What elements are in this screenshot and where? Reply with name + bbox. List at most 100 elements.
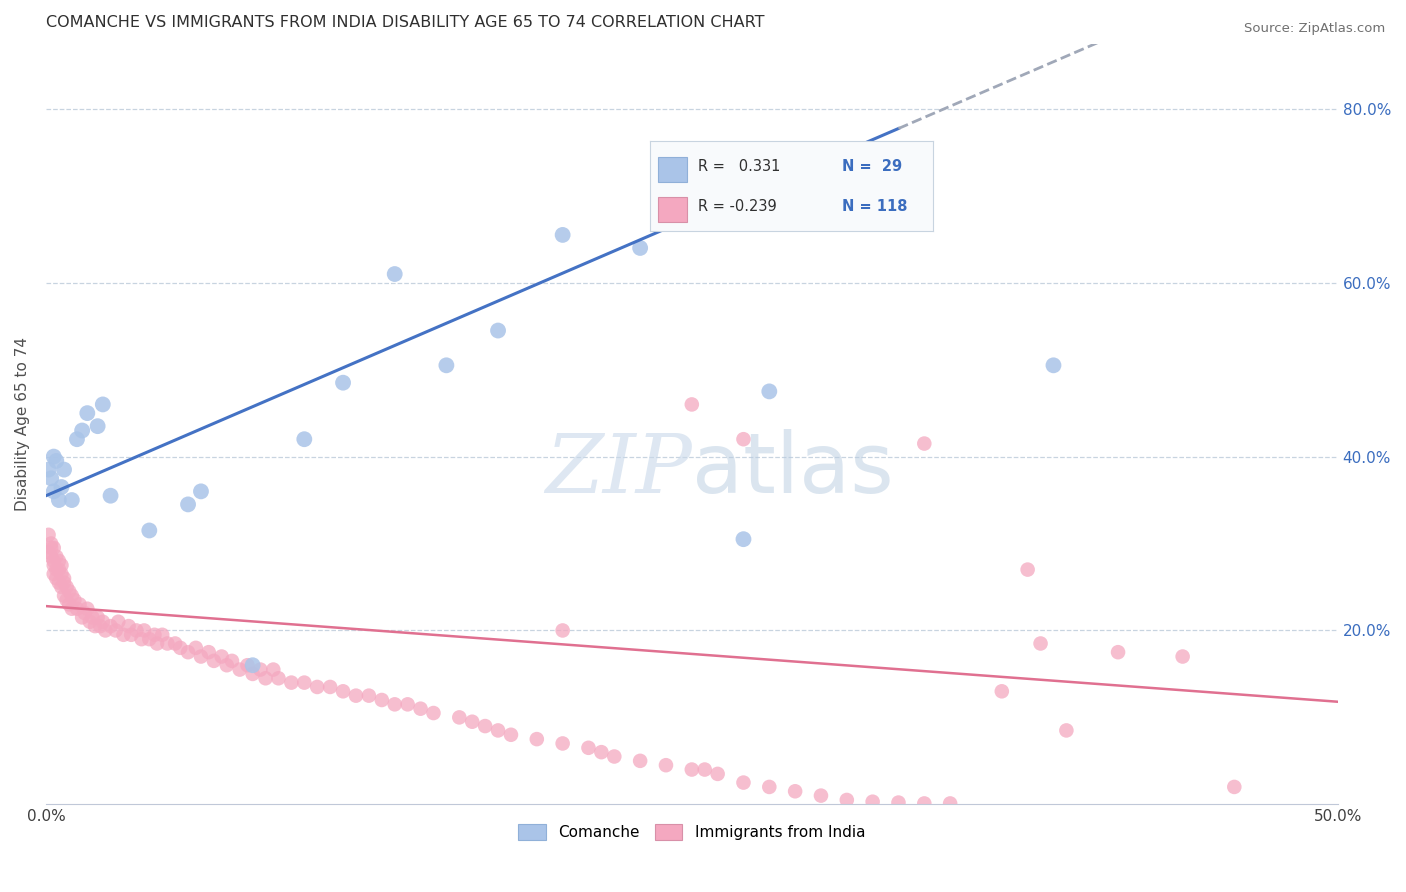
Point [228,663,250,677]
Point [58,584,80,599]
Point [120,628,142,642]
Point [202,654,225,668]
Point [1017,563,1039,577]
Point [150,628,173,642]
Point [143,628,166,642]
Point [332,684,354,698]
Point [89,619,111,633]
Point [526,732,548,747]
Point [733,432,755,446]
Point [94,624,117,638]
Point [292,675,315,690]
Point [146,636,169,650]
Point [693,763,716,777]
Point [63,593,86,607]
Point [733,775,755,789]
Point [42,566,65,581]
Point [156,636,179,650]
Point [55,593,77,607]
Point [53,575,76,590]
Point [396,698,419,712]
Point [177,645,200,659]
Point [55,580,77,594]
Point [267,671,290,685]
Point [177,497,200,511]
Point [733,532,755,546]
Point [344,689,367,703]
Point [1223,780,1246,794]
Point [449,710,471,724]
Point [125,624,148,638]
Point [371,693,394,707]
Point [60,601,83,615]
Point [53,462,76,476]
Bar [658,197,686,222]
Point [82,610,104,624]
Point [758,384,780,399]
Point [38,545,60,559]
Point [134,624,156,638]
Point [628,754,651,768]
Point [131,632,153,647]
Text: ZIP: ZIP [546,430,692,509]
Y-axis label: Disability Age 65 to 74: Disability Age 65 to 74 [15,337,30,511]
Point [69,598,91,612]
Point [51,558,73,573]
Point [184,640,207,655]
Point [117,619,139,633]
Point [51,566,73,581]
Point [706,767,728,781]
Point [1042,359,1064,373]
Point [60,493,83,508]
Point [107,615,129,629]
Point [236,658,259,673]
Point [384,698,406,712]
Point [100,489,122,503]
Point [53,571,76,585]
Point [242,667,264,681]
Text: atlas: atlas [692,429,894,510]
Point [51,480,73,494]
Point [1171,649,1194,664]
Point [58,598,80,612]
Point [409,701,432,715]
Point [280,675,302,690]
Text: R =   0.331: R = 0.331 [697,159,780,174]
Legend: Comanche, Immigrants from India: Comanche, Immigrants from India [512,818,872,847]
Point [486,723,509,738]
Point [835,793,858,807]
Point [991,684,1014,698]
Point [190,484,212,499]
Point [578,740,600,755]
Point [357,689,380,703]
Point [221,654,243,668]
Point [112,628,135,642]
Point [42,558,65,573]
Text: COMANCHE VS IMMIGRANTS FROM INDIA DISABILITY AGE 65 TO 74 CORRELATION CHART: COMANCHE VS IMMIGRANTS FROM INDIA DISABI… [46,15,765,30]
Point [249,663,271,677]
Point [39,541,62,555]
Point [254,671,277,685]
Point [384,267,406,281]
Point [912,797,935,811]
Text: R = -0.239: R = -0.239 [697,199,776,214]
Point [73,606,96,620]
Point [48,493,70,508]
Point [100,619,122,633]
Point [785,784,807,798]
Point [1054,723,1077,738]
Point [86,610,108,624]
Point [551,736,574,750]
Point [79,615,101,629]
Point [1029,636,1052,650]
Point [862,795,884,809]
Point [66,432,89,446]
Point [51,580,73,594]
Point [38,462,60,476]
Point [307,680,329,694]
Point [45,549,67,564]
Point [42,554,65,568]
Point [169,640,191,655]
Point [48,563,70,577]
Point [242,658,264,673]
